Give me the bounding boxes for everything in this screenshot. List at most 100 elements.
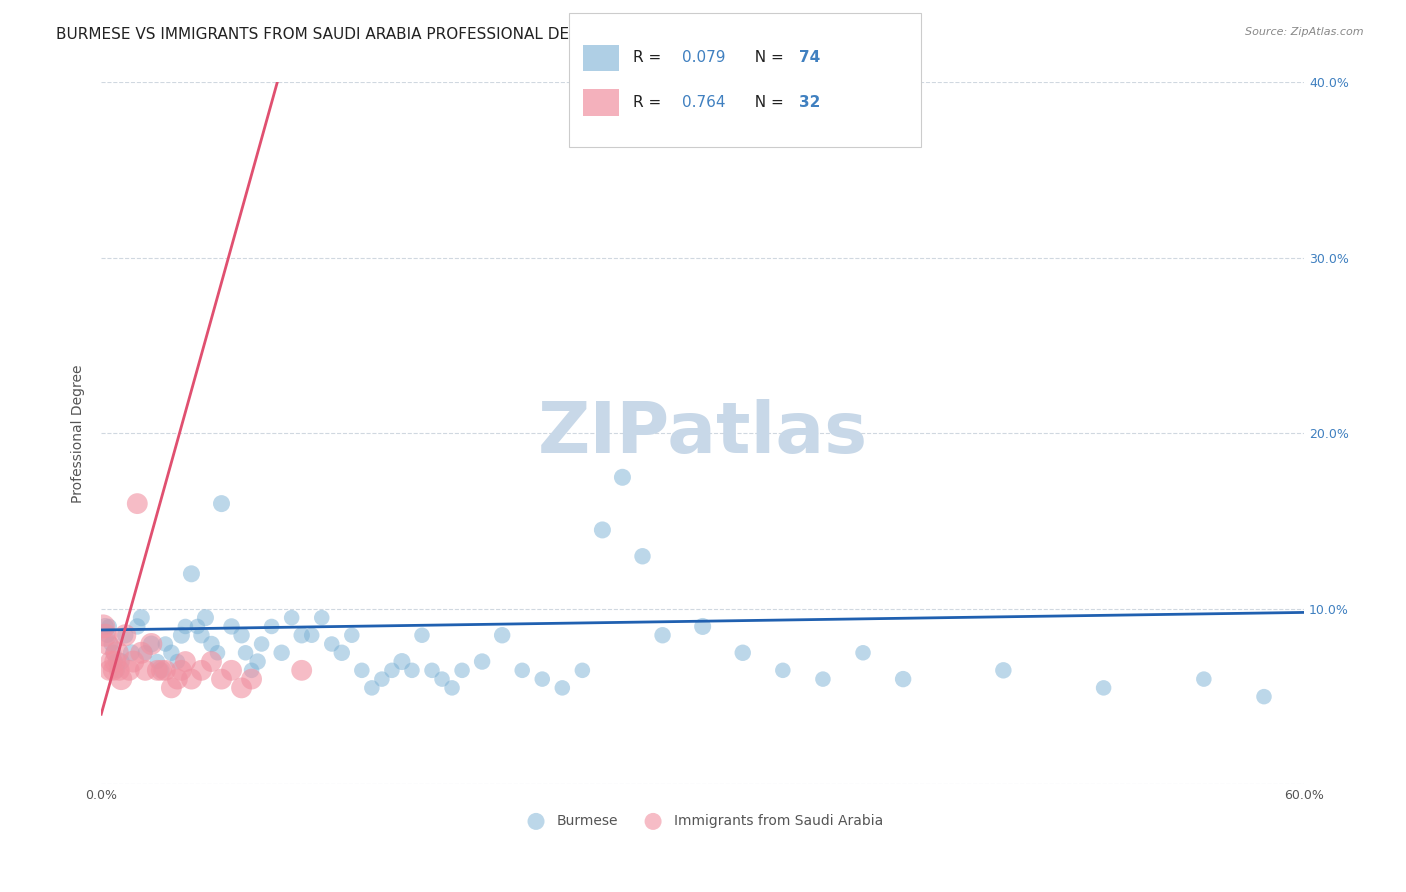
Point bbox=[692, 619, 714, 633]
Point bbox=[1253, 690, 1275, 704]
Point bbox=[411, 628, 433, 642]
Point bbox=[190, 628, 212, 642]
Point bbox=[381, 663, 404, 677]
Text: BURMESE VS IMMIGRANTS FROM SAUDI ARABIA PROFESSIONAL DEGREE CORRELATION CHART: BURMESE VS IMMIGRANTS FROM SAUDI ARABIA … bbox=[56, 27, 782, 42]
Point bbox=[104, 655, 127, 669]
Point bbox=[231, 681, 253, 695]
Point bbox=[291, 663, 314, 677]
Point bbox=[531, 672, 554, 686]
Point bbox=[180, 672, 202, 686]
Point bbox=[612, 470, 634, 484]
Text: Source: ZipAtlas.com: Source: ZipAtlas.com bbox=[1246, 27, 1364, 37]
Point bbox=[194, 610, 217, 624]
Point bbox=[190, 663, 212, 677]
Point bbox=[94, 619, 117, 633]
Point bbox=[371, 672, 394, 686]
Point bbox=[91, 619, 114, 633]
Point bbox=[98, 619, 121, 633]
Point bbox=[811, 672, 834, 686]
Point bbox=[170, 628, 193, 642]
Point bbox=[200, 637, 222, 651]
Point bbox=[134, 663, 156, 677]
Point bbox=[235, 646, 257, 660]
Point bbox=[141, 637, 163, 651]
Text: 32: 32 bbox=[799, 95, 820, 110]
Text: 0.079: 0.079 bbox=[682, 51, 725, 65]
Point bbox=[146, 663, 169, 677]
Point bbox=[420, 663, 443, 677]
Point bbox=[180, 566, 202, 581]
Point bbox=[108, 663, 131, 677]
Point bbox=[1092, 681, 1115, 695]
Point bbox=[221, 663, 243, 677]
Point bbox=[207, 646, 229, 660]
Point bbox=[571, 663, 593, 677]
Point bbox=[105, 663, 128, 677]
Point bbox=[360, 681, 382, 695]
Point bbox=[401, 663, 423, 677]
Point bbox=[127, 497, 149, 511]
Point bbox=[114, 628, 136, 642]
Point bbox=[246, 655, 269, 669]
Point bbox=[441, 681, 464, 695]
Point bbox=[155, 637, 177, 651]
Point bbox=[591, 523, 613, 537]
Point bbox=[311, 610, 333, 624]
Point bbox=[160, 681, 183, 695]
Point bbox=[150, 663, 173, 677]
Point bbox=[110, 672, 132, 686]
Point bbox=[120, 646, 142, 660]
Text: R =: R = bbox=[633, 51, 666, 65]
Point bbox=[134, 646, 156, 660]
Point bbox=[231, 628, 253, 642]
Point bbox=[350, 663, 373, 677]
Point bbox=[160, 646, 183, 660]
Point bbox=[131, 646, 153, 660]
Point bbox=[141, 637, 163, 651]
Text: 74: 74 bbox=[799, 51, 820, 65]
Point bbox=[891, 672, 914, 686]
Point bbox=[430, 672, 453, 686]
Point bbox=[471, 655, 494, 669]
Point bbox=[280, 610, 302, 624]
Point bbox=[131, 610, 153, 624]
Point bbox=[240, 663, 263, 677]
Point bbox=[98, 663, 121, 677]
Text: R =: R = bbox=[633, 95, 666, 110]
Point bbox=[186, 619, 208, 633]
Point bbox=[150, 663, 173, 677]
Point bbox=[551, 681, 574, 695]
Text: N =: N = bbox=[745, 51, 789, 65]
Point bbox=[391, 655, 413, 669]
Text: 0.764: 0.764 bbox=[682, 95, 725, 110]
Point bbox=[118, 663, 141, 677]
Point bbox=[104, 655, 127, 669]
Y-axis label: Professional Degree: Professional Degree bbox=[72, 364, 86, 503]
Point bbox=[451, 663, 474, 677]
Point bbox=[166, 655, 188, 669]
Point bbox=[321, 637, 343, 651]
Point bbox=[291, 628, 314, 642]
Point bbox=[155, 663, 177, 677]
Point bbox=[122, 655, 145, 669]
Point bbox=[772, 663, 794, 677]
Point bbox=[852, 646, 875, 660]
Point bbox=[105, 646, 128, 660]
Point bbox=[240, 672, 263, 686]
Point bbox=[170, 663, 193, 677]
Legend: Burmese, Immigrants from Saudi Arabia: Burmese, Immigrants from Saudi Arabia bbox=[516, 808, 889, 834]
Point bbox=[127, 619, 149, 633]
Point bbox=[200, 655, 222, 669]
Point bbox=[631, 549, 654, 564]
Point bbox=[146, 655, 169, 669]
Point bbox=[340, 628, 363, 642]
Point bbox=[301, 628, 323, 642]
Point bbox=[166, 672, 188, 686]
Point bbox=[211, 497, 233, 511]
Point bbox=[491, 628, 513, 642]
Point bbox=[250, 637, 273, 651]
Point bbox=[96, 628, 118, 642]
Point bbox=[103, 646, 125, 660]
Point bbox=[96, 637, 118, 651]
Point bbox=[510, 663, 533, 677]
